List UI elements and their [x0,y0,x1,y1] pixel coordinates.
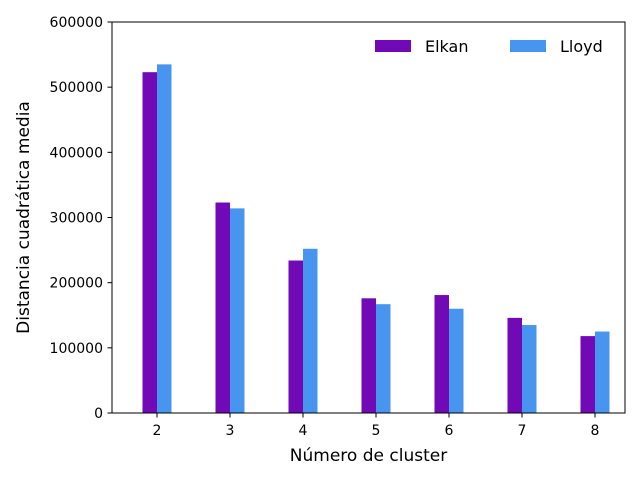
y-axis: 0 100000 200000 300000 400000 500000 600000 [50,15,112,422]
bar-elkan-4 [288,260,303,413]
legend-swatch-lloyd [510,40,546,52]
bar-lloyd-3 [230,208,245,413]
x-tick-label: 3 [226,423,235,439]
x-tick-label: 8 [591,423,600,439]
x-axis: 2 3 4 5 6 7 8 [153,413,600,439]
y-tick-label: 300000 [50,211,103,227]
y-tick-label: 600000 [50,15,103,31]
legend: Elkan Lloyd [375,37,603,56]
bar-lloyd-4 [303,248,318,413]
x-tick-label: 4 [299,423,308,439]
legend-swatch-elkan [375,40,411,52]
bar-elkan-2 [142,72,157,413]
bar-elkan-7 [507,317,522,413]
bar-lloyd-6 [449,308,464,413]
legend-label-elkan: Elkan [425,37,468,56]
y-tick-label: 500000 [50,80,103,96]
bar-elkan-3 [215,202,230,413]
y-tick-label: 400000 [50,145,103,161]
x-axis-title: Número de cluster [290,446,447,466]
bar-lloyd-5 [376,304,391,413]
bar-lloyd-2 [157,64,172,413]
y-tick-label: 0 [94,406,103,422]
x-tick-label: 7 [518,423,527,439]
bar-elkan-8 [580,336,595,413]
y-axis-title: Distancia cuadrática media [14,101,34,334]
y-tick-label: 200000 [50,276,103,292]
bar-elkan-6 [434,295,449,413]
legend-label-lloyd: Lloyd [560,37,603,56]
y-tick-label: 100000 [50,341,103,357]
x-tick-label: 5 [372,423,381,439]
bar-lloyd-8 [595,331,610,413]
bar-lloyd-7 [522,325,537,413]
x-tick-label: 2 [153,423,162,439]
x-tick-label: 6 [445,423,454,439]
bar-elkan-5 [361,298,376,413]
bars-group [142,64,610,413]
